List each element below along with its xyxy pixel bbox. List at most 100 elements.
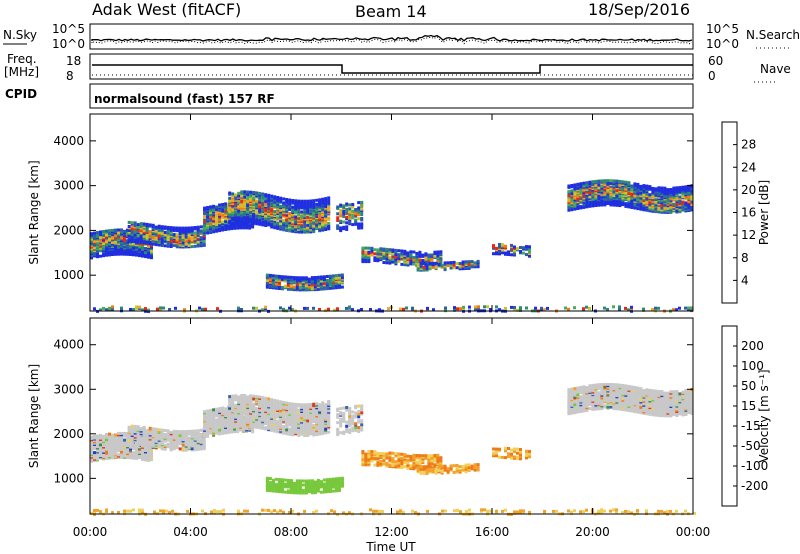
data-cell: [96, 235, 99, 239]
panel-frame: [89, 113, 694, 312]
data-cell: [196, 240, 200, 244]
data-cell: [276, 210, 280, 214]
data-cell: [391, 248, 395, 252]
data-cell: [298, 276, 302, 280]
data-cell: [199, 225, 203, 229]
data-cell: [274, 282, 278, 286]
data-cell: [351, 209, 355, 213]
data-cell: [340, 276, 344, 280]
data-cell: [600, 202, 604, 206]
data-cell: [510, 243, 513, 247]
data-cell: [394, 252, 398, 256]
data-cell: [345, 228, 349, 231]
data-cell: [224, 223, 228, 227]
data-cell: [249, 425, 253, 428]
data-cell: [309, 199, 313, 203]
data-cell: [126, 239, 129, 243]
data-cell: [280, 285, 284, 289]
data-cell: [357, 222, 361, 226]
data-cell: [618, 308, 621, 312]
data-cell: [126, 251, 129, 255]
data-cell: [145, 429, 149, 433]
data-cell: [681, 200, 685, 204]
data-cell: [139, 235, 143, 239]
data-cell: [228, 196, 232, 200]
data-cell: [675, 202, 679, 206]
data-cell: [175, 443, 179, 447]
data-cell: [111, 305, 114, 309]
data-cell: [215, 217, 219, 221]
data-cell: [325, 279, 329, 282]
data-cell: [168, 308, 171, 311]
data-cell: [237, 194, 241, 198]
data-cell: [246, 197, 250, 201]
data-cell: [612, 190, 616, 194]
data-cell: [345, 306, 348, 310]
data-cell: [159, 306, 162, 310]
data-cell: [199, 242, 203, 246]
data-cell: [439, 262, 443, 266]
data-cell: [160, 428, 164, 432]
data-cell: [138, 305, 141, 309]
data-cell: [639, 191, 643, 195]
data-cell: [516, 247, 519, 251]
data-cell: [425, 267, 429, 271]
data-cell: [120, 453, 123, 457]
data-cell: [282, 201, 286, 205]
data-cell: [141, 308, 144, 312]
data-cell: [240, 219, 244, 223]
data-cell: [276, 414, 280, 418]
data-cell: [145, 241, 149, 245]
data-cell: [108, 446, 111, 449]
data-cell: [415, 260, 419, 264]
y-tick-label: 2000: [53, 223, 84, 237]
data-cell: [294, 425, 298, 429]
data-cell: [237, 306, 240, 310]
data-cell: [252, 191, 256, 194]
data-cell: [288, 402, 292, 406]
data-cell: [648, 193, 652, 197]
data-cell: [327, 400, 331, 403]
data-cell: [672, 186, 676, 190]
data-cell: [120, 252, 123, 256]
data-cell: [621, 180, 625, 184]
data-cell: [193, 429, 197, 433]
data-cell: [127, 229, 131, 232]
data-cell: [657, 191, 661, 195]
data-cell: [163, 237, 167, 241]
data-cell: [203, 410, 207, 414]
data-cell: [276, 399, 280, 403]
data-cell: [307, 277, 311, 281]
data-cell: [633, 194, 637, 198]
data-cell: [175, 430, 179, 433]
data-cell: [336, 216, 340, 220]
data-cell: [246, 412, 250, 416]
data-cell: [139, 238, 143, 242]
data-cell: [148, 440, 152, 444]
data-cell: [409, 253, 413, 256]
freq-line: [92, 64, 693, 74]
data-cell: [288, 306, 291, 310]
data-cell: [108, 306, 111, 310]
data-cell: [163, 230, 167, 234]
data-region-5: [265, 273, 344, 292]
data-cell: [258, 399, 262, 403]
data-cell: [467, 262, 471, 266]
data-cell: [660, 189, 664, 193]
data-cell: [345, 221, 349, 225]
data-cell: [264, 305, 267, 309]
data-cell: [294, 412, 298, 416]
data-cell: [277, 478, 281, 482]
data-cell: [348, 210, 352, 214]
data-cell: [160, 237, 164, 241]
data-cell: [416, 267, 420, 271]
data-cell: [312, 215, 316, 219]
data-cell: [279, 306, 282, 310]
data-cell: [206, 412, 210, 416]
data-cell: [187, 243, 191, 247]
data-cell: [624, 306, 627, 310]
data-cell: [267, 197, 271, 201]
data-cell: [328, 281, 332, 285]
data-cell: [528, 245, 531, 249]
data-cell: [99, 233, 102, 237]
